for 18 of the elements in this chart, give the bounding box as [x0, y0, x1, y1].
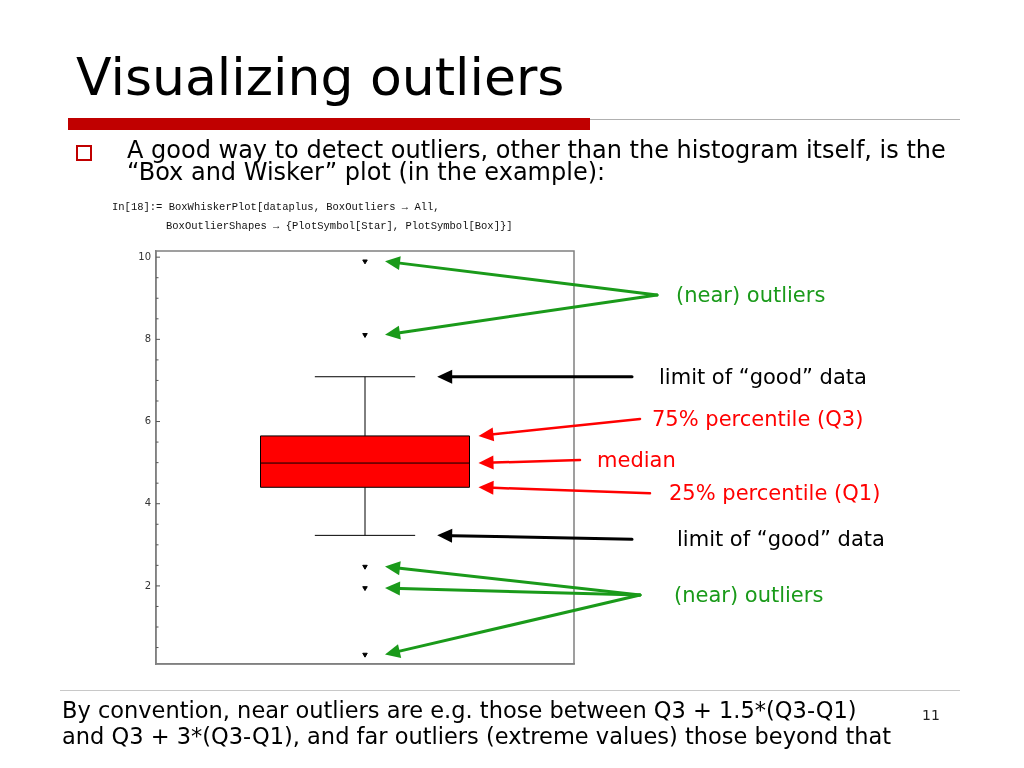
text: (near) outliers [676, 282, 826, 309]
y-tick-label: 10 [138, 250, 151, 262]
text: limit of “good” data [677, 526, 885, 553]
text: limit of “good” data [659, 363, 867, 390]
y-tick-label: 2 [144, 579, 151, 591]
text: median [597, 447, 676, 474]
y-tick-label: 6 [144, 415, 151, 427]
text: 25% percentile (Q1) [669, 480, 881, 507]
y-tick-label: 4 [144, 497, 151, 509]
chart-subtitle: A good way to detect outliers, other than the histogram itself, is the “Box and Wisker” plot (in the example): [127, 136, 947, 186]
text: By convention, near outliers are e.g. those between Q3 + 1.5*(Q3-Q1) and Q3 + 3*(Q3-Q1), and far outliers (extreme values) those beyond that [62, 697, 893, 749]
text: 75% percentile (Q3) [652, 405, 864, 432]
text: 11 [922, 707, 940, 723]
text: (near) outliers [674, 582, 824, 609]
text: In[18]:= BoxWhiskerPlot[dataplus, BoxOutliers → All, [112, 201, 440, 214]
chart-title: Visualizing outliers [76, 47, 565, 107]
y-tick-label: 8 [144, 332, 151, 344]
text: BoxOutlierShapes → {PlotSymbol[Star], PlotSymbol[Box]}] [166, 220, 513, 233]
